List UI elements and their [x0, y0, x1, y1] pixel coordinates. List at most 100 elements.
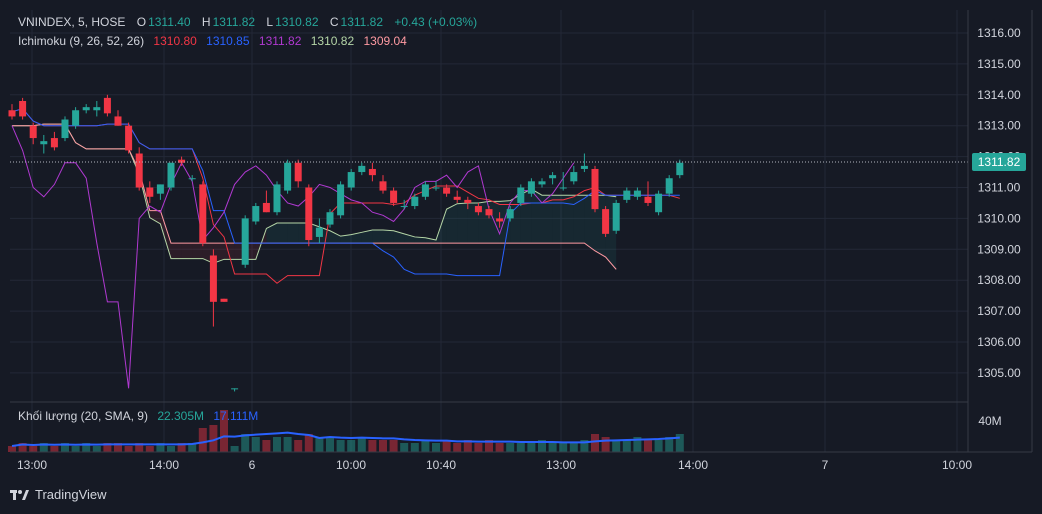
candle-body[interactable]	[496, 218, 504, 222]
candle-body[interactable]	[178, 159, 186, 163]
cloud-segment	[149, 210, 161, 224]
candle-body[interactable]	[114, 116, 122, 126]
candle-body[interactable]	[644, 196, 652, 203]
volume-bar	[463, 440, 472, 452]
candle-body[interactable]	[411, 196, 419, 207]
candle-body[interactable]	[326, 212, 334, 225]
candle-body[interactable]	[390, 190, 398, 203]
candle-body[interactable]	[125, 125, 133, 151]
candle-body[interactable]	[464, 199, 472, 203]
candle-body[interactable]	[655, 193, 663, 213]
candle-body[interactable]	[82, 107, 90, 111]
volume-value: 22.305M	[157, 409, 205, 423]
candle-body[interactable]	[72, 110, 80, 126]
candle-body[interactable]	[517, 187, 525, 203]
candle-body[interactable]	[19, 100, 27, 117]
candle-body[interactable]	[220, 298, 228, 302]
symbol-label[interactable]: VNINDEX, 5, HOSE	[18, 15, 126, 29]
candle-body[interactable]	[50, 138, 58, 148]
candle-body[interactable]	[8, 110, 16, 117]
volume-bar	[262, 440, 271, 452]
volume-bar	[177, 443, 186, 452]
candle-body[interactable]	[443, 187, 451, 194]
candle-body[interactable]	[400, 206, 408, 208]
candle-body[interactable]	[40, 141, 48, 145]
open-label: O	[136, 15, 147, 29]
candle-body[interactable]	[570, 172, 578, 182]
candle-body[interactable]	[623, 190, 631, 200]
candle-body[interactable]	[252, 206, 260, 222]
volume-bar	[474, 443, 483, 452]
volume-bar	[273, 437, 281, 452]
candle-body[interactable]	[347, 172, 355, 188]
candle-body[interactable]	[368, 168, 376, 176]
candle-body[interactable]	[474, 206, 482, 213]
volume-bar	[675, 434, 684, 452]
candle-body[interactable]	[61, 119, 69, 139]
volume-bar	[39, 443, 48, 452]
candle-body[interactable]	[241, 218, 249, 265]
candle-body[interactable]	[294, 162, 302, 182]
candle-body[interactable]	[135, 153, 143, 188]
volume-legend[interactable]: Khối lượng (20, SMA, 9) 22.305M 17.111M	[18, 409, 258, 423]
candle-body[interactable]	[421, 184, 429, 197]
candle-body[interactable]	[337, 184, 345, 216]
candle-body[interactable]	[315, 227, 323, 237]
candle-body[interactable]	[559, 187, 567, 189]
volume-bar	[283, 437, 292, 452]
time-tick-label: 6	[249, 458, 256, 472]
candle-body[interactable]	[538, 181, 546, 185]
cloud-segment	[340, 234, 352, 244]
candle-body[interactable]	[580, 165, 588, 169]
candle-body[interactable]	[103, 97, 111, 114]
span-b-value: 1309.04	[363, 34, 407, 48]
candle-body[interactable]	[146, 187, 154, 197]
volume-bar	[580, 440, 589, 452]
candle-body[interactable]	[29, 125, 37, 139]
ichimoku-legend[interactable]: Ichimoku (9, 26, 52, 26) 1310.80 1310.85…	[18, 34, 407, 48]
volume-bar	[485, 440, 493, 452]
volume-name[interactable]: Khối lượng (20, SMA, 9)	[18, 409, 148, 423]
candle-body[interactable]	[379, 181, 387, 191]
candle-body[interactable]	[156, 184, 164, 194]
volume-bar	[347, 440, 356, 452]
cloud-segment	[160, 210, 171, 259]
tradingview-watermark[interactable]: TradingView	[10, 487, 107, 502]
candle-body[interactable]	[485, 209, 493, 216]
candle-body[interactable]	[665, 178, 673, 194]
candle-body[interactable]	[262, 202, 270, 213]
candle-body[interactable]	[209, 255, 217, 302]
volume-bar	[82, 443, 91, 452]
volume-bar	[103, 443, 112, 452]
candle-body[interactable]	[506, 209, 514, 219]
candle-body[interactable]	[527, 181, 535, 194]
candle-body[interactable]	[93, 107, 101, 111]
candle-body[interactable]	[231, 388, 239, 390]
time-tick-label: 10:00	[942, 458, 972, 472]
candle-body[interactable]	[612, 202, 620, 231]
candle-body[interactable]	[453, 196, 461, 200]
candle-body[interactable]	[549, 175, 557, 179]
candle-body[interactable]	[676, 162, 684, 176]
price-tick-label: 1314.00	[977, 88, 1021, 102]
candle-body[interactable]	[358, 165, 366, 173]
candle-body[interactable]	[305, 187, 313, 241]
candle-body[interactable]	[273, 184, 281, 213]
candle-body[interactable]	[284, 162, 292, 191]
time-axis[interactable]: 13:00 14:00 6 10:00 10:40 13:00 14:00 7 10:00	[17, 458, 972, 472]
candle-body[interactable]	[199, 184, 207, 244]
candle-body[interactable]	[633, 190, 641, 197]
volume-bar	[612, 440, 621, 452]
volume-bar	[453, 443, 462, 452]
candle-body[interactable]	[591, 168, 599, 210]
candle-body[interactable]	[167, 162, 175, 188]
ichimoku-name[interactable]: Ichimoku (9, 26, 52, 26)	[18, 34, 145, 48]
candle-body[interactable]	[602, 209, 610, 234]
candle-body[interactable]	[188, 178, 196, 180]
volume-bar	[71, 446, 80, 452]
candles[interactable]	[8, 94, 684, 392]
price-tick-label: 1313.00	[977, 119, 1021, 133]
volume-bar	[315, 437, 324, 452]
candle-body[interactable]	[432, 187, 440, 189]
